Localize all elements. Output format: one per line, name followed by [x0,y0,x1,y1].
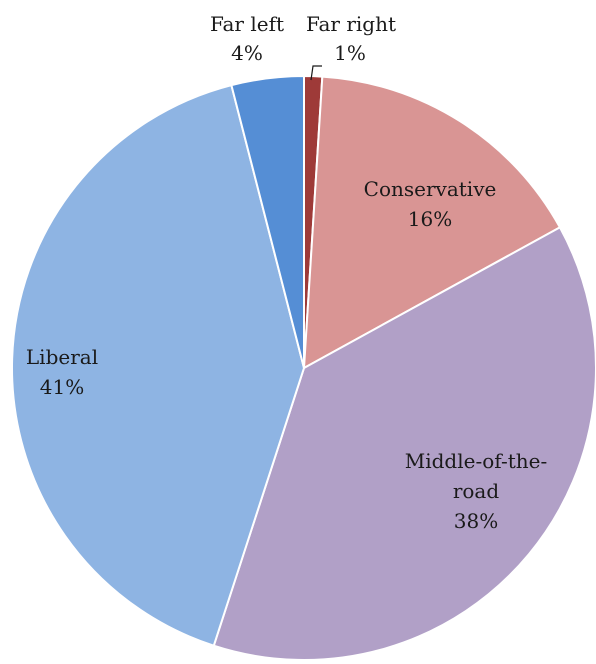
conservative-label-name: Conservative [364,177,497,201]
far-left-label-value: 4% [231,41,263,65]
far-right-label-name: Far right [306,12,396,36]
far-left-label-name: Far left [210,12,284,36]
liberal-label-value: 41% [40,375,84,399]
far-right-leader-line [310,65,322,81]
pie-slice-middle-of-the-road [212,226,596,661]
conservative-label-value: 16% [408,207,452,231]
middle-label-name-line2: road [453,479,500,503]
liberal-label-name: Liberal [26,345,98,369]
middle-label-value: 38% [454,509,498,533]
pie-slice-far-left [230,75,305,369]
pie-slice-conservative [303,75,561,369]
pie-slice-liberal [10,84,305,647]
far-right-label-value: 1% [334,41,366,65]
pie-slices [10,75,596,661]
middle-label-name-line1: Middle-of-the- [405,449,547,473]
